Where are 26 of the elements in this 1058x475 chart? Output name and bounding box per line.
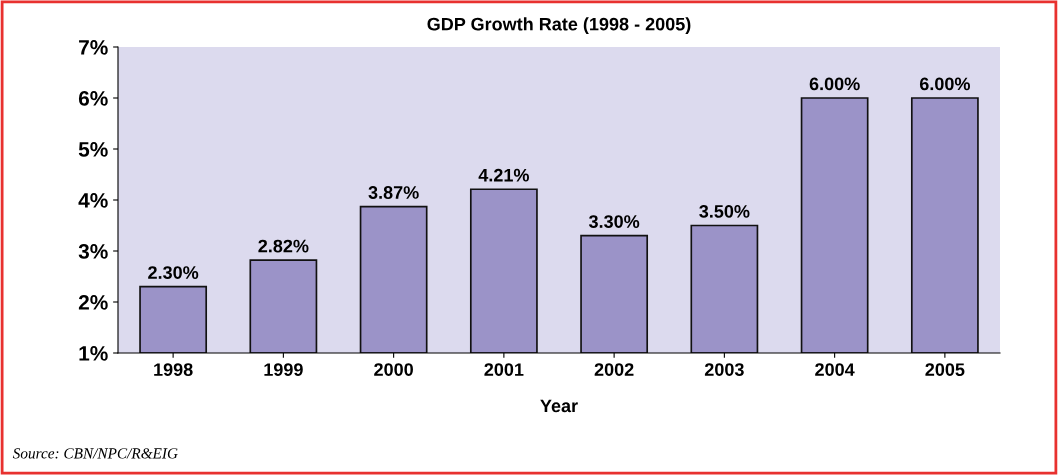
y-tick-label: 1% [79,346,108,361]
data-label: 6.00% [919,77,970,91]
data-label: 2.30% [148,266,199,279]
x-tick-label: 2002 [594,363,634,376]
x-tick-label: 1998 [154,363,193,376]
x-tick-label: 2001 [484,363,524,376]
y-tick-label: 2% [78,295,108,310]
data-label: 4.21% [478,168,529,182]
data-label: 3.87% [368,186,419,199]
y-tick-label: 4% [78,193,108,208]
data-label: 3.50% [699,204,750,218]
y-tick-label: 6% [78,91,108,106]
y-tick-label: 5% [78,142,108,157]
x-tick-label: 2005 [925,363,965,376]
y-tick-label: 3% [78,244,108,259]
source-note: Source: CBN/NPC/R&EIG [12,448,178,459]
x-axis-title: Year [540,399,578,413]
data-label: 6.00% [809,77,860,91]
data-label: 3.30% [588,215,640,228]
data-label: 2.82% [258,239,309,253]
x-tick-label: 2003 [704,363,744,377]
y-tick-label: 7% [79,40,108,55]
chart-title: GDP Growth Rate (1998 - 2005) [427,17,691,35]
x-tick-label: 1999 [264,363,303,376]
x-tick-label: 2000 [374,363,413,376]
x-tick-label: 2004 [815,363,855,376]
